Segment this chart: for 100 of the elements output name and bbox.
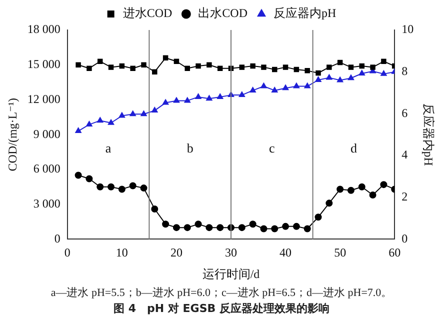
point (250, 63, 256, 69)
point (282, 84, 289, 90)
point (304, 225, 311, 232)
point (272, 86, 278, 92)
point (108, 64, 114, 70)
point (184, 97, 190, 103)
text: a—进水 pH=5.5；b—进水 pH=6.0；c—进水 pH=6.5；d—进水 pH=7.0。 (50, 286, 394, 301)
point (216, 224, 224, 232)
point (216, 93, 224, 99)
point (239, 64, 245, 70)
point (76, 62, 81, 68)
caption: 图 4 pH 对 EGSB 反应器处理效果的影响 (112, 301, 330, 316)
point (118, 112, 126, 118)
point (336, 76, 344, 82)
x-tick-label: 0 (64, 246, 70, 260)
point (86, 66, 92, 71)
x-tick-label: 60 (388, 246, 401, 260)
point (162, 220, 170, 228)
point (260, 82, 267, 88)
point (174, 58, 180, 64)
y2-tick-label: 6 (402, 106, 408, 120)
point (348, 64, 354, 70)
y2-tick-label: 2 (402, 190, 408, 204)
legend-label: 出水COD (198, 6, 248, 20)
y-tick-label: 3 000 (33, 196, 60, 210)
point (108, 183, 115, 190)
y-tick-label: 18 000 (27, 22, 60, 36)
y-tick-label: 15 000 (27, 57, 60, 72)
x-tick-label: 40 (280, 246, 292, 260)
point (260, 225, 268, 232)
point (304, 68, 310, 74)
point (140, 184, 148, 192)
point (74, 172, 82, 179)
y-tick-label: 0 (54, 231, 60, 246)
point (206, 224, 213, 232)
point (119, 63, 125, 69)
point (380, 181, 388, 188)
point (184, 66, 190, 71)
point (336, 186, 344, 193)
annotation: c (269, 140, 276, 156)
point (316, 70, 321, 76)
point (86, 175, 93, 182)
point (261, 64, 266, 70)
annotation: d (350, 140, 358, 156)
point (249, 220, 256, 228)
point (358, 70, 365, 76)
annotation: b (186, 140, 194, 156)
point (292, 222, 300, 230)
point (86, 121, 92, 127)
legend-label: 反应器内pH (274, 6, 337, 20)
annotation: a (105, 140, 112, 156)
point (381, 58, 386, 64)
point (314, 214, 322, 221)
point (129, 182, 136, 190)
x-tick-label: 20 (170, 246, 182, 260)
point (271, 225, 278, 232)
point (315, 76, 322, 82)
y2-axis-title: 反应器内pH (422, 103, 436, 166)
point (294, 66, 300, 72)
y2-tick-label: 0 (402, 231, 408, 246)
y-axis-title: COD/(mg·L⁻¹) (5, 98, 20, 172)
point (173, 97, 180, 103)
point (348, 74, 354, 80)
point (75, 128, 82, 134)
y-tick-label: 12 000 (27, 92, 60, 106)
point (282, 222, 290, 230)
point (326, 64, 332, 70)
point (370, 64, 376, 70)
x-axis-title: 运行时间/d (202, 266, 260, 281)
point (196, 63, 201, 69)
point (282, 64, 288, 70)
point (140, 110, 147, 116)
point (337, 60, 343, 66)
point (141, 62, 146, 68)
point (369, 192, 376, 199)
point (108, 119, 114, 125)
point (195, 93, 202, 99)
point (238, 92, 246, 98)
legend-label: 进水COD (122, 6, 172, 20)
x-tick-label: 10 (116, 246, 128, 260)
point (97, 117, 104, 123)
point (96, 183, 104, 190)
y-tick-label: 6 000 (33, 162, 60, 176)
y2-tick-label: 8 (402, 64, 408, 78)
x-tick-label: 50 (334, 246, 346, 260)
point (293, 82, 300, 88)
y2-tick-label: 4 (402, 148, 408, 162)
point (326, 74, 332, 80)
point (326, 200, 333, 207)
point (184, 224, 191, 232)
point (152, 107, 158, 113)
point (359, 63, 364, 69)
x-tick-label: 30 (225, 246, 237, 260)
point (380, 70, 387, 76)
point (194, 220, 202, 228)
point (152, 69, 158, 74)
point (118, 186, 126, 193)
point (206, 62, 212, 68)
point (250, 86, 256, 92)
point (238, 224, 246, 232)
